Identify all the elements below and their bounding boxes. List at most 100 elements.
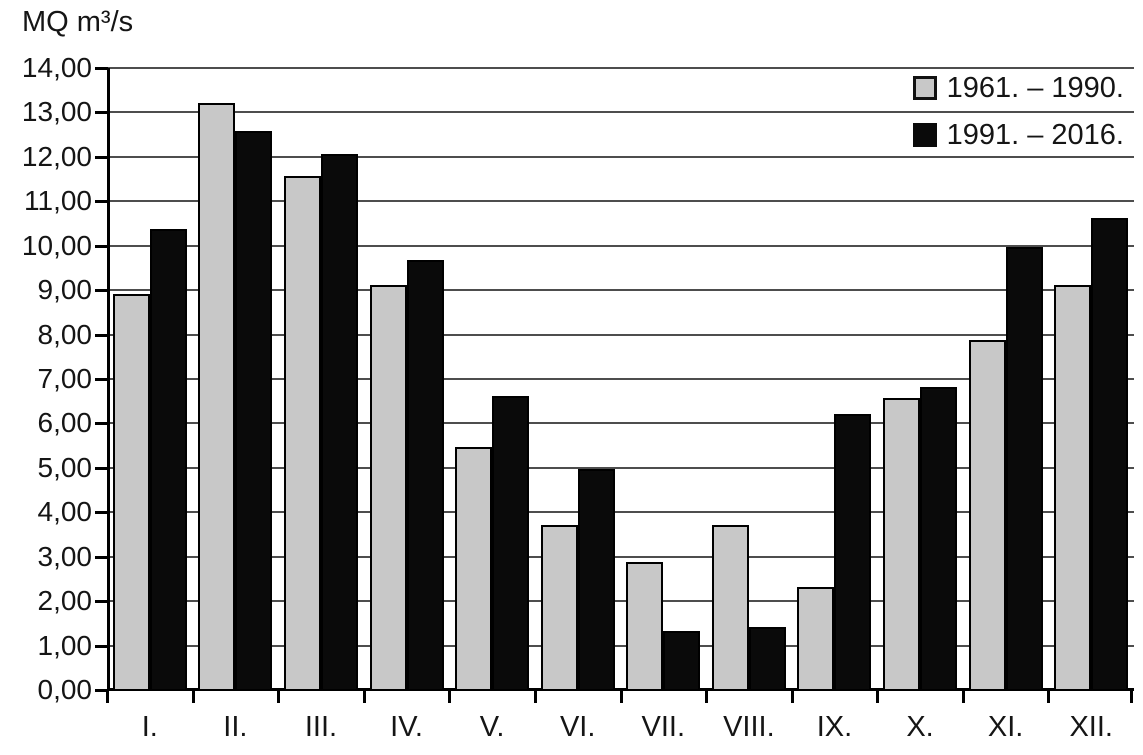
y-axis-line <box>107 68 110 690</box>
y-tick-mark <box>95 555 108 559</box>
x-tick-label: I. <box>141 711 158 743</box>
gridline <box>107 333 1134 336</box>
y-axis: 14,00 13,00 12,00 11,00 10,00 9,00 8,00 7,00 6,0… <box>0 54 93 704</box>
gridline <box>107 289 1134 292</box>
y-tick-mark <box>95 333 108 337</box>
y-tick-label: 11,00 <box>24 185 92 217</box>
x-tick-mark <box>876 690 880 703</box>
y-tick-label: 0,00 <box>37 674 93 705</box>
bar-1961-VIII. <box>711 524 749 689</box>
gridline <box>107 111 1134 114</box>
legend-label: 1991. – 2016. <box>946 118 1124 151</box>
y-tick-label: 5,00 <box>37 451 93 483</box>
y-tick-mark <box>95 200 108 204</box>
y-tick-label: 10,00 <box>21 229 92 261</box>
y-tick-label: 3,00 <box>37 540 93 572</box>
y-tick-label: 2,00 <box>37 585 93 617</box>
x-tick-mark <box>619 690 623 703</box>
x-tick-label: X. <box>906 711 934 743</box>
bar-1961-XII. <box>1054 284 1092 689</box>
x-tick-label: XII. <box>1069 711 1113 743</box>
y-tick-mark <box>95 67 108 70</box>
y-tick-mark <box>95 289 108 293</box>
y-tick-label: 9,00 <box>37 274 93 306</box>
x-tick-mark <box>277 690 281 703</box>
x-tick-mark <box>790 690 794 703</box>
x-tick-mark <box>362 690 366 703</box>
y-tick-mark <box>95 111 108 115</box>
x-tick-label: III. <box>304 711 338 743</box>
bar-1991-VIII. <box>748 626 786 689</box>
bar-1991-I. <box>149 229 187 689</box>
y-tick-label: 14,00 <box>21 52 92 83</box>
bar-1991-IV. <box>406 260 444 689</box>
y-tick-label: 4,00 <box>37 496 93 528</box>
y-axis-unit-label: MQ m³/s <box>22 6 134 38</box>
gridline <box>107 466 1134 469</box>
bar-1991-XII. <box>1091 218 1129 689</box>
bar-1991-IX. <box>834 413 872 689</box>
gridline <box>107 200 1134 203</box>
bar-1961-II. <box>198 102 236 689</box>
x-axis: I. II. III. IV. V. VI. VII. VIII. IX. X. XI. XII. <box>107 707 1134 751</box>
gridline <box>107 422 1134 425</box>
y-tick-label: 13,00 <box>21 96 92 128</box>
bar-1991-V. <box>492 395 530 689</box>
bar-1961-XI. <box>968 340 1006 689</box>
x-tick-mark <box>448 690 452 703</box>
bar-1991-X. <box>920 386 958 689</box>
x-tick-label: VI. <box>559 711 596 743</box>
y-tick-mark <box>95 600 108 604</box>
x-tick-label: VII. <box>641 711 686 743</box>
y-tick-mark <box>95 244 108 248</box>
legend: 1961. – 1990. 1991. – 2016. <box>912 70 1124 164</box>
bar-1991-III. <box>320 153 358 689</box>
bar-1961-IV. <box>369 284 407 689</box>
bar-1961-VII. <box>626 562 664 689</box>
x-tick-mark <box>191 690 195 703</box>
x-tick-mark <box>705 690 709 703</box>
legend-label: 1961. – 1990. <box>946 71 1124 104</box>
y-tick-mark <box>95 689 108 692</box>
plot-area: 1961. – 1990. 1991. – 2016. <box>95 67 1134 703</box>
gridline <box>107 378 1134 380</box>
x-tick-mark <box>1130 690 1133 703</box>
y-tick-mark <box>95 644 108 648</box>
bar-1991-II. <box>235 131 273 689</box>
bar-1961-VI. <box>540 524 578 689</box>
x-tick-label: V. <box>479 711 505 743</box>
legend-entry: 1961. – 1990. <box>912 70 1124 106</box>
y-tick-mark <box>95 511 108 515</box>
gridline <box>107 67 1134 69</box>
x-tick-mark <box>533 690 537 703</box>
y-tick-label: 1,00 <box>37 629 93 661</box>
x-tick-label: VIII. <box>723 711 775 743</box>
gridline <box>107 155 1134 158</box>
x-axis-line <box>107 688 1134 691</box>
y-tick-label: 6,00 <box>37 407 93 439</box>
bar-1961-IX. <box>797 586 835 689</box>
bar-1991-XI. <box>1005 246 1043 689</box>
y-tick-label: 12,00 <box>21 140 92 172</box>
y-tick-label: 8,00 <box>37 318 93 350</box>
bar-1961-III. <box>283 175 321 689</box>
x-tick-mark <box>106 690 109 703</box>
x-tick-label: IX. <box>816 711 853 743</box>
gridline <box>107 644 1134 647</box>
x-tick-mark <box>961 690 965 703</box>
gridline <box>107 600 1134 603</box>
x-tick-mark <box>1047 690 1051 703</box>
bar-1991-VII. <box>663 631 701 689</box>
gridline <box>107 244 1134 247</box>
bar-1961-I. <box>112 293 150 689</box>
bar-1991-VI. <box>577 469 615 689</box>
gridline <box>107 555 1134 558</box>
x-tick-label: IV. <box>390 711 423 743</box>
legend-swatch-icon <box>912 123 937 147</box>
x-tick-label: II. <box>223 711 248 743</box>
y-tick-mark <box>95 422 108 426</box>
y-tick-label: 7,00 <box>37 363 93 394</box>
y-tick-mark <box>95 155 108 159</box>
legend-entry: 1991. – 2016. <box>912 117 1124 153</box>
